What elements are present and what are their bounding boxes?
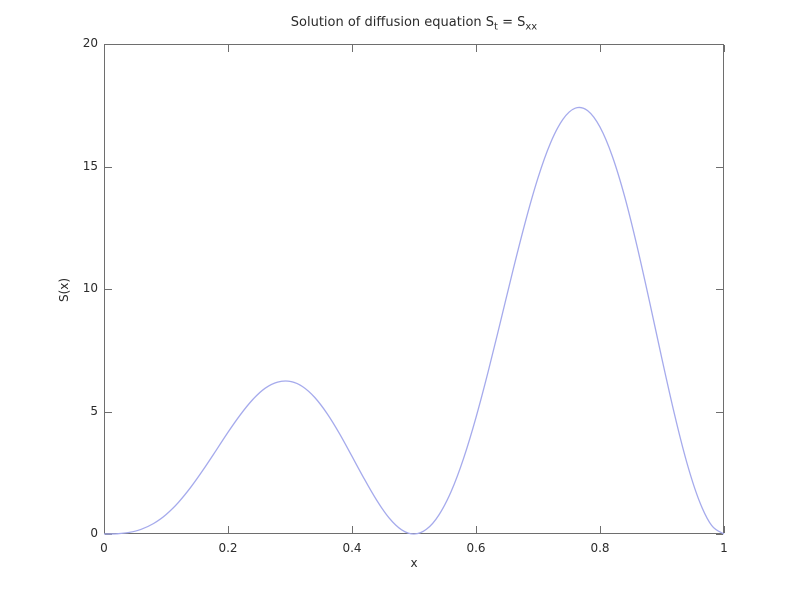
x-axis-label: x <box>410 556 418 570</box>
y-tick-label: 10 <box>82 281 98 295</box>
title-text: Solution of diffusion equation S <box>290 15 495 30</box>
solution-curve <box>103 106 725 535</box>
title-text-2: = S <box>497 15 526 30</box>
x-tick-label: 0 <box>100 541 108 555</box>
y-tick-label: 20 <box>82 36 98 50</box>
y-tick-label: 5 <box>90 403 98 418</box>
chart-title: Solution of diffusion equation St = Sxx <box>104 15 724 33</box>
x-tick-label: 0.6 <box>466 541 486 555</box>
x-tick-label: 0.4 <box>342 541 362 555</box>
x-tick-label: 0.2 <box>218 541 238 555</box>
y-tick-label: 0 <box>90 526 98 540</box>
x-tick-label: 1 <box>720 541 728 555</box>
title-subscript-t: t <box>494 21 498 33</box>
title-subscript-xx: xx <box>525 21 538 33</box>
x-tick-label: 0.8 <box>590 541 610 555</box>
y-tick-label: 15 <box>82 158 98 173</box>
plot-border <box>104 44 724 534</box>
